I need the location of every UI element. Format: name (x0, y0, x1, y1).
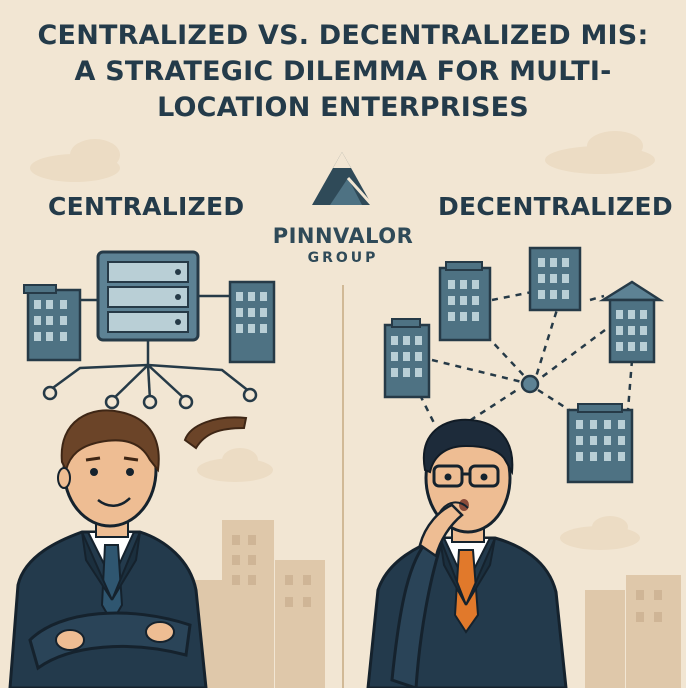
building-icon (598, 280, 665, 364)
building-icon (528, 246, 582, 312)
page-title: CENTRALIZED VS. DECENTRALIZED MIS: A STR… (0, 18, 686, 126)
building-icon (566, 403, 634, 484)
brand-sub: GROUP (307, 250, 379, 266)
centralized-label: CENTRALIZED (48, 192, 245, 221)
businessman-thinking (366, 418, 568, 688)
server-icon (96, 250, 200, 342)
cloud-decor (30, 131, 655, 550)
decentralized-label: DECENTRALIZED (438, 192, 673, 221)
building-icon (438, 261, 492, 342)
brand-logo: PINNVALOR GROUP (248, 224, 438, 266)
logo-mountain-icon (312, 152, 374, 206)
building-icon (228, 280, 276, 364)
businessman-confident (8, 409, 208, 688)
title-line-1: CENTRALIZED VS. DECENTRALIZED MIS: (37, 20, 649, 51)
brand-name: PINNVALOR (272, 224, 414, 248)
title-line-3: LOCATION ENTERPRISES (157, 92, 529, 123)
skyline-right (585, 575, 681, 688)
building-icon (23, 284, 82, 362)
building-icon (383, 318, 431, 399)
title-line-2: A STRATEGIC DILEMMA FOR MULTI- (74, 56, 612, 87)
